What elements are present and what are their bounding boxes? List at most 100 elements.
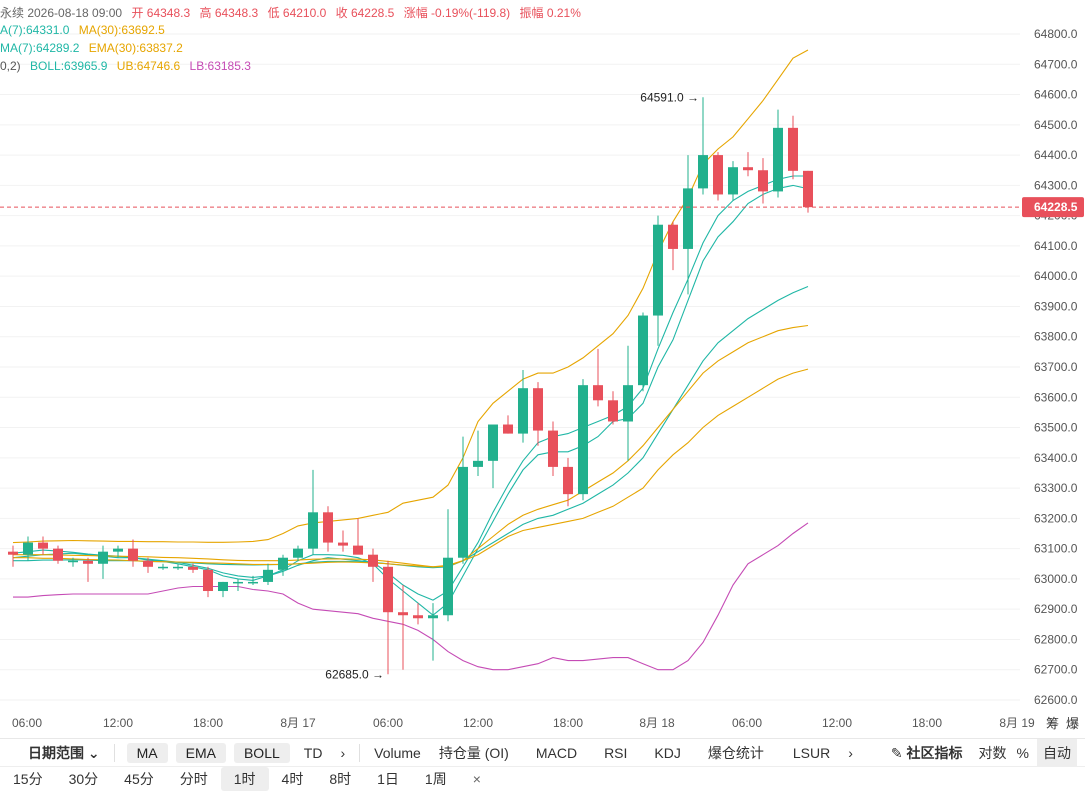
legend-item: 低 64210.0 [267, 6, 327, 20]
ema-legend: MA(7):64289.2 EMA(30):63837.2 [0, 41, 189, 55]
candle-body [128, 548, 138, 561]
chevron-down-icon: ⌄ [87, 744, 100, 761]
candle-body [353, 545, 363, 555]
boll-legend: 0,2) BOLL:63965.9 UB:64746.6 LB:63185.3 [0, 59, 257, 73]
legend-item: 涨幅 -0.19%(-119.8) [403, 6, 511, 20]
y-tick-label: 62600.0 [1034, 693, 1078, 707]
timeframe-4h[interactable]: 4时 [281, 771, 304, 787]
y-tick-label: 64800.0 [1034, 27, 1078, 41]
x-tick-label: 12:00 [463, 716, 493, 730]
indicator-volume[interactable]: Volume [374, 744, 421, 761]
percent-toggle[interactable]: % [1016, 744, 1029, 761]
ema-button[interactable]: EMA [175, 742, 226, 763]
x-tick-label: 06:00 [732, 716, 762, 730]
candle-body [473, 460, 483, 467]
candle-body [548, 430, 558, 467]
y-tick-label: 64400.0 [1034, 148, 1078, 162]
candle-body [623, 385, 633, 422]
candle-body [68, 560, 78, 563]
ma-button[interactable]: MA [126, 742, 168, 763]
y-tick-label: 63900.0 [1034, 299, 1078, 313]
candle-body [488, 424, 498, 461]
ma-legend: A(7):64331.0 MA(30):63692.5 [0, 23, 171, 37]
series-line-1 [12, 175, 808, 601]
timeframe-1d[interactable]: 1日 [377, 771, 399, 787]
legend-item: 0,2) [0, 59, 21, 73]
candle-body [338, 542, 348, 546]
side-panel-label[interactable]: 筹 [1046, 716, 1059, 732]
chevron-right-icon[interactable]: › [848, 744, 853, 761]
candle-body [758, 170, 768, 192]
series-line-3 [12, 49, 809, 544]
timeframe-15m[interactable]: 15分 [13, 771, 43, 787]
legend-item: 高 64348.3 [199, 6, 259, 20]
candle-body [383, 566, 393, 613]
last-price-label: 64228.5 [1034, 200, 1078, 214]
x-tick-label: 18:00 [553, 716, 583, 730]
candle-body [563, 466, 573, 495]
candle-body [188, 566, 198, 570]
x-tick-label: 12:00 [103, 716, 133, 730]
x-tick-label: 8月 17 [280, 716, 316, 730]
timeframe-8h[interactable]: 8时 [329, 771, 352, 787]
auto-scale-toggle[interactable]: 自动 [1036, 738, 1077, 767]
candle-body [698, 155, 708, 189]
candle-body [413, 615, 423, 619]
candle-body [518, 388, 528, 434]
log-scale-toggle[interactable]: 对数 [978, 744, 1007, 761]
date-range-dropdown[interactable]: 日期范围 ⌄ [28, 743, 100, 763]
candle-body [788, 127, 798, 171]
timeframe-1w[interactable]: 1周 [424, 771, 447, 787]
indicator-liquidation[interactable]: 爆仓统计 [707, 744, 764, 761]
extreme-price-annotation: 64591.0 → [640, 90, 699, 104]
candle-body [743, 167, 753, 171]
y-tick-label: 64300.0 [1034, 178, 1078, 192]
candle-body [728, 167, 738, 195]
indicator-oi[interactable]: 持仓量 (OI) [438, 744, 509, 761]
timeframe-bar: 15分 30分 45分 分时 1时 4时 8时 1日 1周 × [0, 767, 1085, 791]
candlestick-chart[interactable]: 64800.0 64700.0 64600.0 64500.0 64400.0 64300… [0, 0, 1085, 740]
chart-area[interactable]: 64800.0 64700.0 64600.0 64500.0 64400.0 64300… [0, 0, 1085, 740]
candle-body [308, 512, 318, 549]
indicator-macd[interactable]: MACD [535, 744, 578, 761]
edit-icon: ✎ [890, 744, 903, 761]
timeframe-tick[interactable]: 分时 [179, 771, 208, 787]
candle-body [533, 388, 543, 431]
indicator-lsur[interactable]: LSUR [792, 744, 831, 761]
close-icon[interactable]: × [472, 771, 481, 787]
candle-body [803, 170, 813, 208]
x-tick-label: 06:00 [373, 716, 403, 730]
legend-item: MA(7):64289.2 [0, 41, 80, 55]
indicator-kdj[interactable]: KDJ [654, 744, 681, 761]
candle-body [38, 542, 48, 549]
y-tick-label: 63300.0 [1034, 481, 1078, 495]
legend-item: LB:63185.3 [189, 59, 251, 73]
y-tick-label: 63100.0 [1034, 542, 1078, 556]
legend-item: 开 64348.3 [131, 6, 191, 20]
candle-body [218, 581, 228, 592]
y-tick-label: 64100.0 [1034, 239, 1078, 253]
legend-item: A(7):64331.0 [0, 23, 70, 37]
candle-body [503, 424, 513, 434]
y-tick-label: 64600.0 [1034, 88, 1078, 102]
divider [113, 743, 115, 762]
timeframe-1h[interactable]: 1时 [220, 767, 269, 791]
x-tick-label: 18:00 [912, 716, 942, 730]
candle-body [713, 155, 723, 195]
side-panel-label[interactable]: 爆 [1066, 717, 1079, 732]
timeframe-30m[interactable]: 30分 [68, 771, 99, 787]
y-tick-label: 63800.0 [1034, 330, 1078, 344]
series-line-5 [13, 368, 809, 568]
boll-button[interactable]: BOLL [233, 742, 290, 763]
indicator-rsi[interactable]: RSI [604, 744, 628, 761]
chevron-right-icon[interactable]: › [340, 744, 346, 761]
timeframe-45m[interactable]: 45分 [124, 771, 154, 787]
candle-body [263, 569, 273, 582]
x-tick-label: 18:00 [193, 716, 223, 730]
candle-body [608, 400, 618, 422]
y-tick-label: 63600.0 [1034, 390, 1078, 404]
community-indicator-button[interactable]: ✎ 社区指标 [891, 743, 963, 763]
td-button[interactable]: TD [303, 744, 323, 761]
indicator-toolbar: 日期范围 ⌄ MA EMA BOLL TD › Volume 持仓量 (OI) … [0, 738, 1085, 767]
y-tick-label: 62700.0 [1034, 663, 1078, 677]
